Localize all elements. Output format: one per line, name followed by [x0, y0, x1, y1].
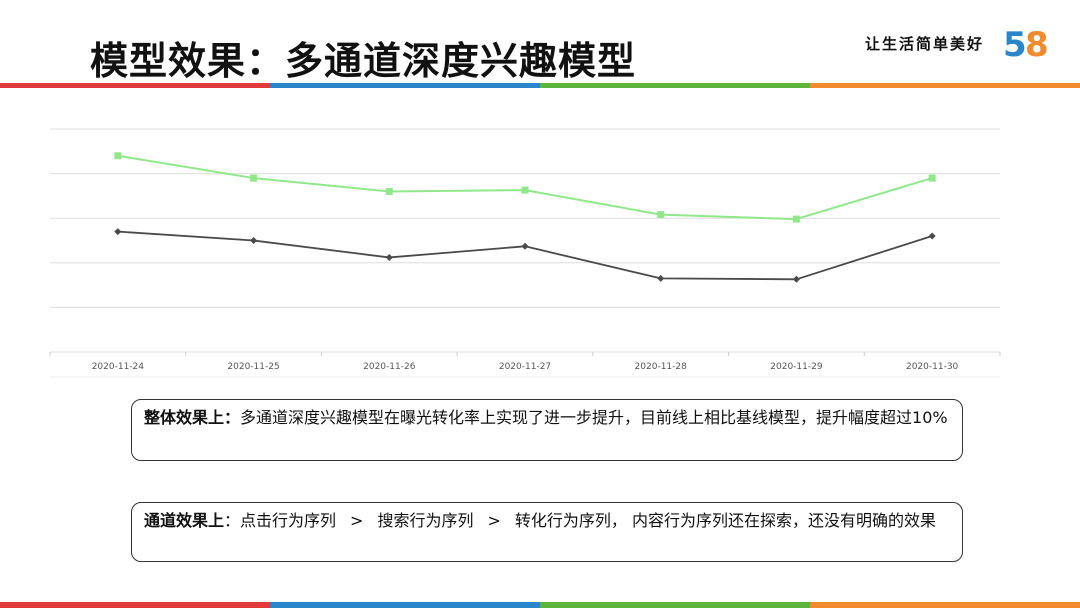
x-tick-label: 2020-11-24	[92, 362, 145, 372]
overall-effect-box: 整体效果上：多通道深度兴趣模型在曝光转化率上实现了进一步提升，目前线上相比基线模…	[131, 399, 963, 461]
channel-item-click: 点击行为序列	[240, 511, 337, 530]
logo-digit-five: 5	[1003, 26, 1027, 60]
page-title: 模型效果：多通道深度兴趣模型	[90, 39, 637, 83]
bar-segment-blue	[270, 602, 540, 608]
channel-effect-colon: ：	[224, 511, 241, 530]
data-point-lower	[114, 228, 122, 236]
channel-item-search: 搜索行为序列	[377, 511, 474, 530]
data-point-lower	[250, 237, 258, 244]
channel-item-conversion: 转化行为序列，	[514, 511, 627, 530]
bar-segment-red	[0, 83, 270, 88]
bar-segment-orange	[810, 83, 1080, 88]
data-point-upper	[521, 186, 529, 194]
logo-digit-eight: 8	[1025, 26, 1049, 60]
bar-segment-red	[0, 602, 270, 608]
x-tick-label: 2020-11-30	[906, 362, 959, 372]
channel-separator: >	[350, 511, 364, 530]
x-tick-label: 2020-11-27	[499, 362, 551, 372]
data-point-upper	[928, 174, 936, 182]
header-color-bar	[0, 83, 1080, 88]
bar-segment-green	[540, 83, 810, 88]
data-point-upper	[657, 211, 665, 219]
data-point-lower	[521, 242, 529, 250]
channel-effect-box: 通道效果上：点击行为序列 > 搜索行为序列 > 转化行为序列， 内容行为序列还在探索，还…	[131, 502, 963, 562]
overall-effect-label: 整体效果上：	[144, 408, 241, 427]
channel-separator: >	[487, 511, 501, 530]
series-line-lower	[117, 230, 933, 281]
brand-logo: 5 8	[1003, 26, 1049, 60]
x-tick-label: 2020-11-28	[635, 362, 688, 372]
data-point-lower	[792, 275, 800, 283]
overall-effect-text: 多通道深度兴趣模型在曝光转化率上实现了进一步提升，目前线上相比基线模型，提升幅度…	[240, 408, 948, 427]
data-point-upper	[114, 152, 122, 160]
data-point-lower	[657, 274, 665, 282]
data-point-upper	[250, 174, 258, 182]
channel-effect-label: 通道效果上	[144, 511, 225, 530]
footer-color-bar	[0, 602, 1080, 608]
data-point-lower	[928, 232, 936, 240]
slogan: 让生活简单美好	[864, 35, 984, 53]
bar-segment-blue	[270, 83, 540, 88]
data-point-upper	[792, 215, 800, 223]
x-tick-label: 2020-11-29	[770, 362, 823, 372]
channel-effect-tail: 内容行为序列还在探索，还没有明确的效果	[631, 511, 936, 530]
x-tick-label: 2020-11-25	[227, 362, 279, 372]
bar-segment-green	[540, 602, 810, 608]
bar-segment-orange	[810, 602, 1080, 608]
line-chart: 2020-11-24 2020-11-25 2020-11-26 2020-11-27…	[49, 128, 1001, 378]
x-tick-label: 2020-11-26	[363, 362, 416, 372]
data-point-upper	[385, 187, 393, 195]
data-point-lower	[385, 253, 393, 261]
